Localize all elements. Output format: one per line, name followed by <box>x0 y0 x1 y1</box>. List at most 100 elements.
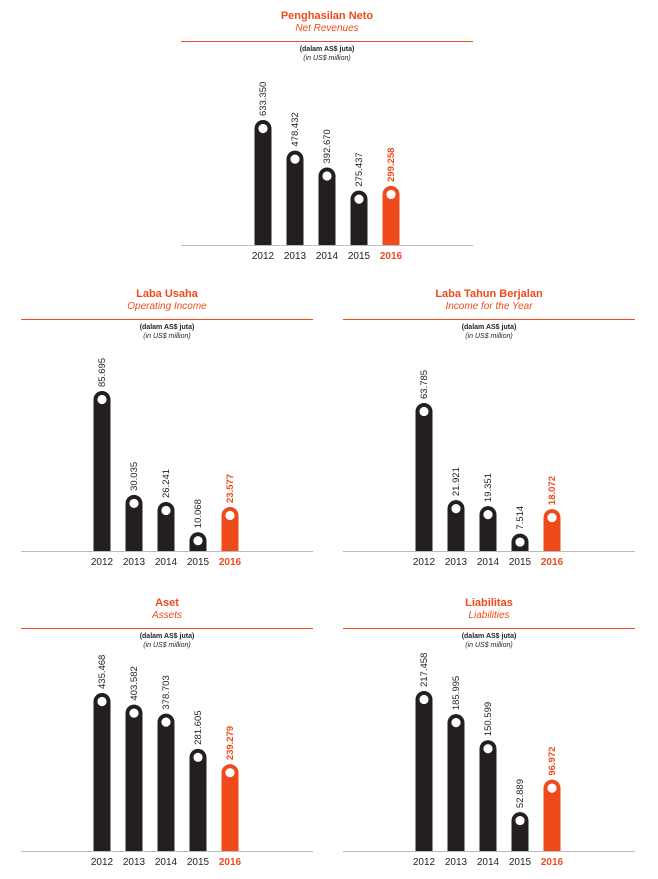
chart-net-revenues: Penghasilan Neto Net Revenues (dalam AS$… <box>181 10 473 265</box>
year-label-2014: 2014 <box>155 557 178 568</box>
value-label-2016: 18.072 <box>547 476 558 505</box>
bar-marker-2014 <box>161 505 171 516</box>
chart-title: Aset <box>155 597 179 609</box>
value-label-2015: 281.605 <box>193 710 204 744</box>
year-label-2012: 2012 <box>91 557 114 568</box>
chart-title: Liabilitas <box>465 597 513 609</box>
bar-2014 <box>157 502 175 551</box>
bar-marker-2016 <box>547 783 557 793</box>
value-label-2015: 7.514 <box>515 506 526 530</box>
bar-marker-2012 <box>419 406 429 417</box>
value-label-2014: 26.241 <box>161 469 172 498</box>
bar-marker-2013 <box>451 504 461 514</box>
bar-chart-net-revenues: 633.350 2012 478.432 2013 392.670 2014 275.437… <box>252 82 403 262</box>
value-label-2014: 378.703 <box>161 675 172 709</box>
year-label-2016: 2016 <box>380 251 403 262</box>
bar-marker-2012 <box>97 696 107 707</box>
year-label-2014: 2014 <box>316 251 339 262</box>
bar-marker-2015 <box>354 194 364 204</box>
year-label-2013: 2013 <box>123 557 146 568</box>
bar-2013 <box>125 494 143 551</box>
bar-marker-2015 <box>515 537 525 547</box>
chart-subtitle: Operating Income <box>127 301 207 312</box>
bar-2012 <box>93 391 111 551</box>
year-label-2015: 2015 <box>187 557 210 568</box>
bar-2013 <box>447 714 465 851</box>
chart-baseline <box>21 851 313 852</box>
value-label-2015: 275.437 <box>354 152 365 186</box>
value-label-2013: 21.921 <box>451 467 462 496</box>
value-label-2015: 52.889 <box>515 779 526 808</box>
bar-2014 <box>157 713 175 851</box>
year-label-2013: 2013 <box>123 857 146 868</box>
bar-marker-2012 <box>97 394 107 405</box>
bar-2016 <box>221 506 239 551</box>
unit-label-id: (dalam AS$ juta) <box>461 324 517 331</box>
year-label-2012: 2012 <box>91 857 114 868</box>
chart-subtitle: Income for the Year <box>445 301 533 312</box>
value-label-2016: 23.577 <box>225 474 236 503</box>
value-label-2016: 299.258 <box>386 148 397 182</box>
value-label-2012: 633.350 <box>258 82 269 116</box>
value-label-2013: 30.035 <box>129 462 140 491</box>
year-label-2016: 2016 <box>219 557 242 568</box>
bar-2013 <box>286 150 304 245</box>
bar-marker-2013 <box>129 708 139 718</box>
value-label-2014: 19.351 <box>483 473 494 502</box>
bar-2016 <box>221 764 239 851</box>
bar-2014 <box>318 167 336 245</box>
value-label-2012: 435.468 <box>97 655 108 689</box>
bar-marker-2014 <box>322 171 332 181</box>
value-label-2014: 392.670 <box>322 129 333 163</box>
bar-marker-2016 <box>225 510 235 521</box>
value-label-2016: 96.972 <box>547 747 558 776</box>
title-rule <box>343 628 635 629</box>
unit-label-en: (in US$ million) <box>143 642 191 649</box>
year-label-2016: 2016 <box>541 557 564 568</box>
unit-label-id: (dalam AS$ juta) <box>461 633 517 640</box>
value-label-2016: 239.279 <box>225 726 236 760</box>
value-label-2012: 85.695 <box>97 358 108 387</box>
bar-2014 <box>479 740 497 851</box>
bar-marker-2013 <box>451 718 461 728</box>
year-label-2012: 2012 <box>413 557 436 568</box>
unit-label-en: (in US$ million) <box>465 642 513 649</box>
bar-2016 <box>543 509 561 551</box>
chart-subtitle: Assets <box>151 610 182 621</box>
bar-2012 <box>93 693 111 851</box>
bar-2013 <box>125 704 143 851</box>
bar-marker-2013 <box>290 154 300 164</box>
unit-label-id: (dalam AS$ juta) <box>139 324 195 331</box>
bar-marker-2014 <box>483 509 493 520</box>
bar-marker-2016 <box>386 189 396 200</box>
chart-baseline <box>181 245 473 246</box>
year-label-2015: 2015 <box>509 557 532 568</box>
value-label-2015: 10.068 <box>193 499 204 528</box>
value-label-2013: 478.432 <box>290 112 301 146</box>
year-label-2014: 2014 <box>477 857 500 868</box>
bar-2015 <box>350 190 368 245</box>
bar-2014 <box>479 506 497 551</box>
chart-assets: Aset Assets (dalam AS$ juta) (in US$ mil… <box>21 597 313 875</box>
unit-label-en: (in US$ million) <box>303 55 351 62</box>
chart-title: Penghasilan Neto <box>280 10 374 22</box>
bar-2015 <box>189 748 207 851</box>
unit-label-en: (in US$ million) <box>143 333 191 340</box>
year-label-2015: 2015 <box>187 857 210 868</box>
value-label-2013: 185.995 <box>451 676 462 710</box>
chart-subtitle: Net Revenues <box>295 23 359 34</box>
unit-label-id: (dalam AS$ juta) <box>139 633 195 640</box>
bar-marker-2016 <box>547 512 557 523</box>
bar-marker-2012 <box>419 694 429 705</box>
title-rule <box>181 41 473 42</box>
chart-baseline <box>343 551 635 552</box>
bar-2016 <box>543 779 561 851</box>
value-label-2012: 217.458 <box>419 653 430 687</box>
bar-marker-2013 <box>129 498 139 509</box>
value-label-2012: 63.785 <box>419 370 430 399</box>
bar-chart-operating-income: 85.695 2012 30.035 2013 26.241 2014 10.068 2015… <box>91 358 242 568</box>
unit-label-en: (in US$ million) <box>465 333 513 340</box>
bar-2012 <box>415 691 433 851</box>
bar-marker-2016 <box>225 768 235 778</box>
unit-label-id: (dalam AS$ juta) <box>299 46 355 53</box>
